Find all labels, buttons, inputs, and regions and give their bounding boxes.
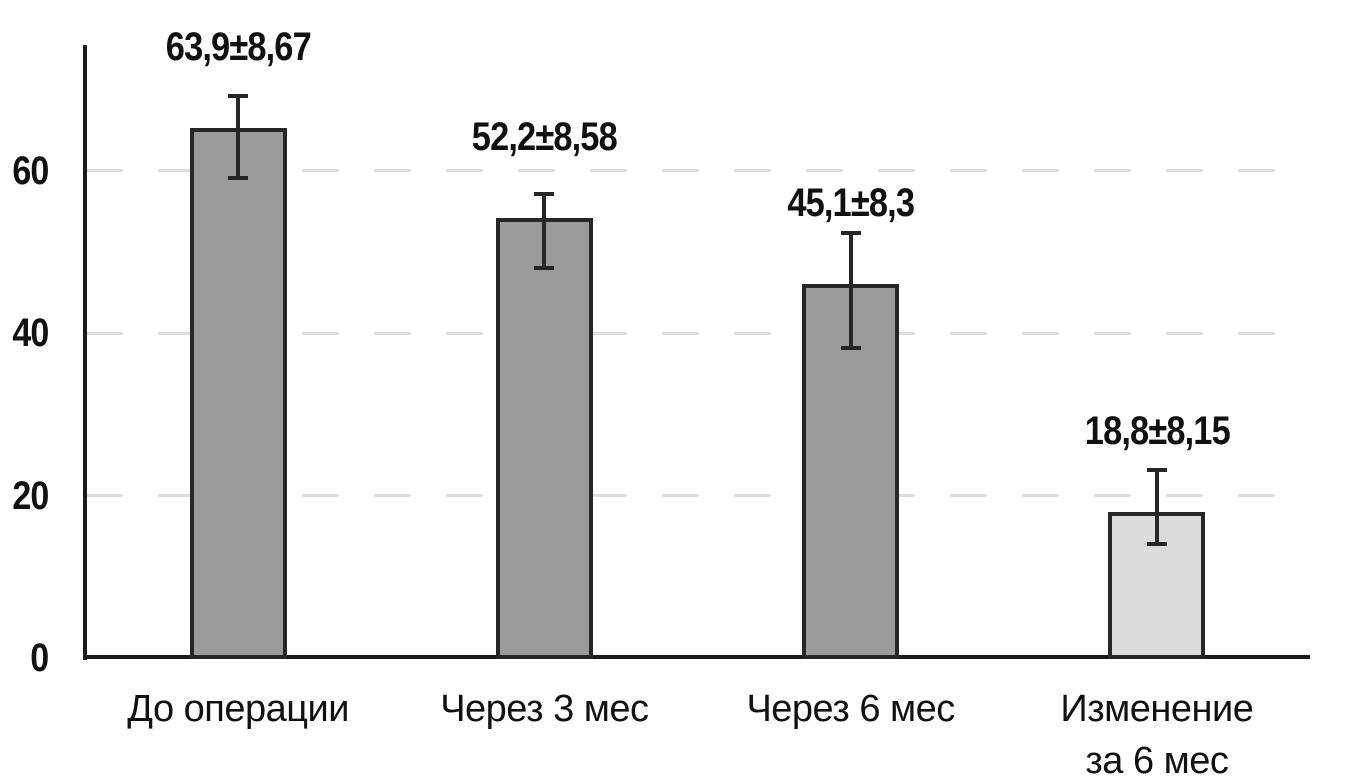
y-tick-label-0: 0 [0,632,49,684]
bar [495,218,593,659]
bar-value-label: 52,2±8,58 [391,111,697,163]
category-label: Через 6 мес [698,683,1004,735]
category-label: До операции [85,683,391,735]
error-bar-cap-bottom [534,266,555,271]
error-bar-cap-top [840,230,861,235]
category-label: Изменение за 6 мес [1004,683,1310,783]
y-axis [83,45,87,660]
bar-value-label: 18,8±8,15 [1004,405,1310,457]
category-label-text: за 6 мес [1085,740,1229,782]
bar-value-label: 45,1±8,3 [698,177,1004,229]
error-bar-cap-top [534,191,555,196]
y-tick-label-20: 20 [0,470,49,522]
error-bar-cap-bottom [840,345,861,350]
category-label-text: До операции [127,688,349,730]
y-tick-text: 40 [11,311,49,356]
y-tick-text: 0 [29,636,49,680]
bar-value-text: 63,9±8,67 [165,24,312,69]
bar-value-text: 18,8±8,15 [1084,408,1230,453]
category-label-text: Изменение [1060,688,1254,730]
category-label-text: Через 3 мес [440,688,649,730]
error-bar-cap-bottom [1146,542,1167,547]
error-bar-cap-top [1146,467,1167,472]
gridline-y20 [86,494,1310,498]
y-tick-text: 60 [11,148,49,193]
error-bar [1154,469,1159,545]
error-bar-cap-bottom [228,176,249,181]
bar-value-text: 45,1±8,3 [787,180,915,225]
error-bar [236,96,241,179]
gridline-y60 [86,169,1310,173]
x-axis [83,655,1310,659]
bar-value-label: 63,9±8,67 [85,21,391,73]
error-bar [848,232,853,348]
y-tick-text: 20 [11,473,49,518]
bar [189,127,287,659]
error-bar [542,193,547,269]
y-tick-label-40: 40 [0,307,49,359]
bar-value-text: 52,2±8,58 [471,115,618,160]
error-bar-cap-top [228,94,249,99]
gridline-y40 [86,331,1310,335]
category-label: Через 3 мес [391,683,697,735]
category-label-text: Через 6 мес [746,688,955,730]
y-tick-label-60: 60 [0,145,49,197]
